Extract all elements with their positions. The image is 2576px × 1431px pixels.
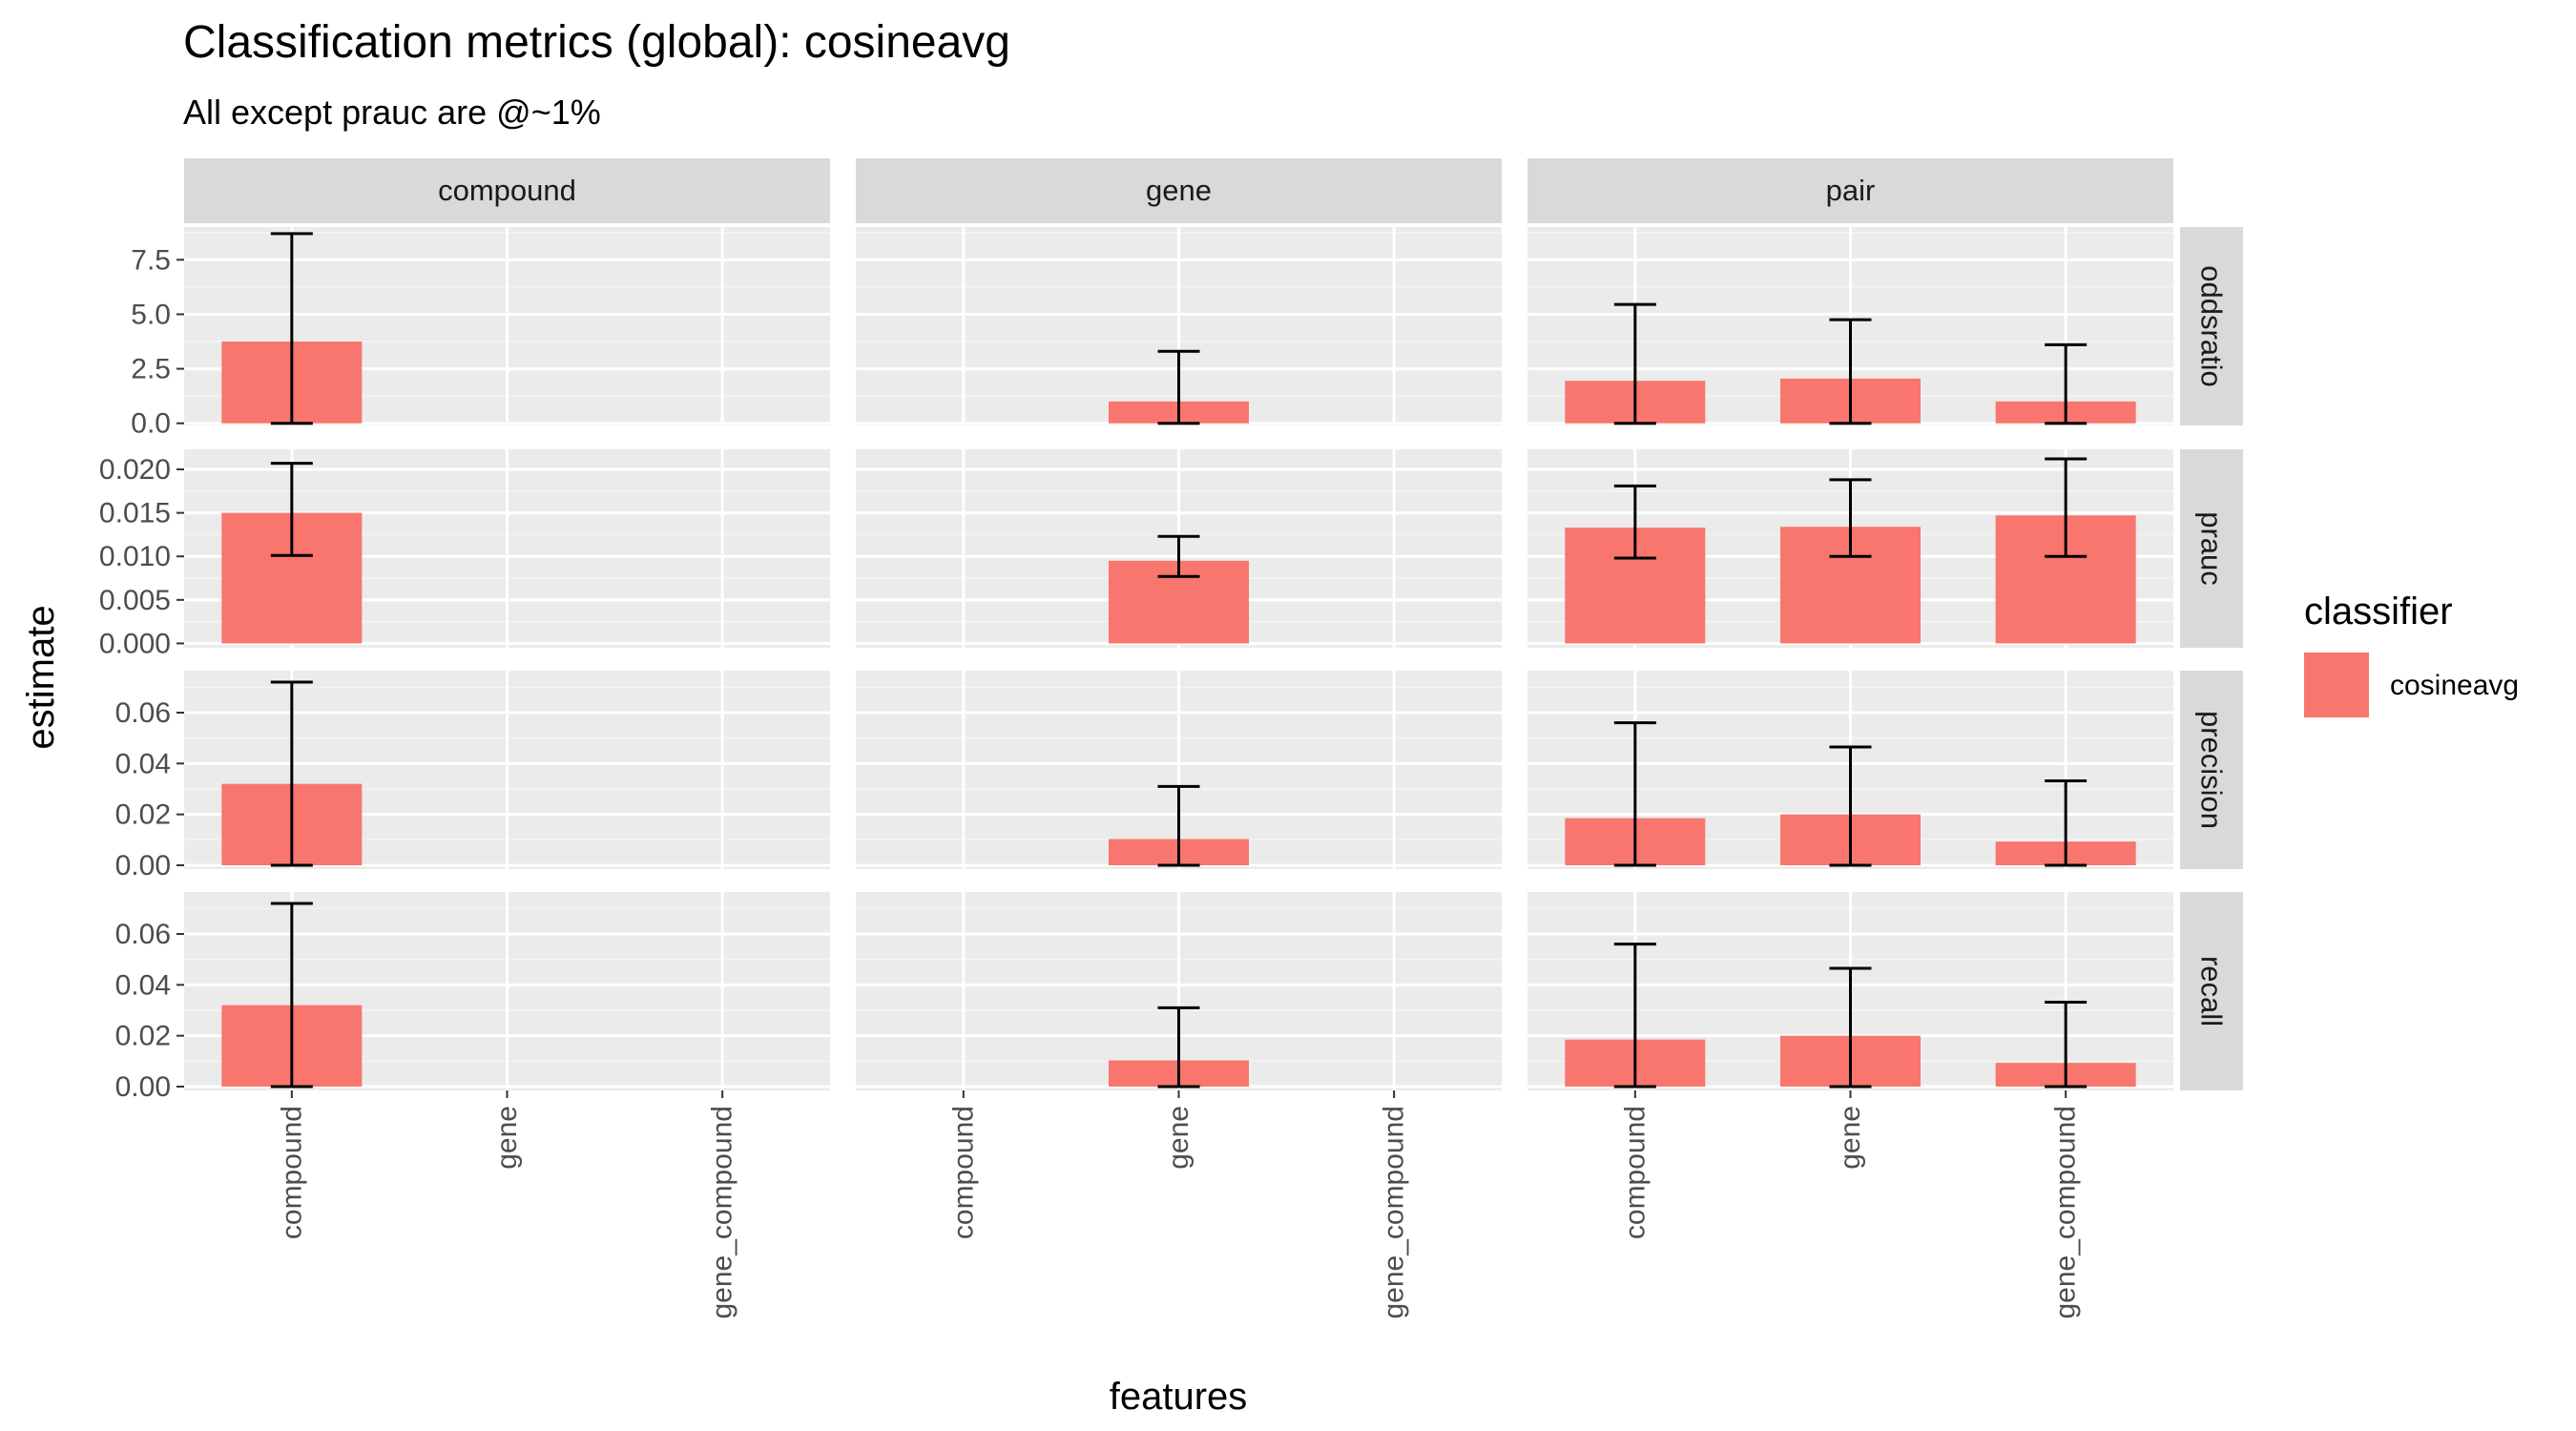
facet-strip-prauc [2180,449,2243,648]
x-tick-label: gene [1835,1106,1866,1170]
facet-grid: compound gene pair oddsratio 0.0 2.5 5.0 7.5 pra… [99,158,2243,1319]
panel-prauc-compound [184,449,830,648]
y-tick-label: 0.06 [115,697,171,729]
y-tick-label: 0.00 [115,850,171,881]
y-tick-label: 7.5 [131,244,171,276]
y-tick-label: 0.04 [115,969,171,1001]
y-tick-label: 0.020 [99,454,171,486]
y-axis-title: estimate [20,605,62,749]
chart-subtitle: All except prauc are @~1% [183,93,601,132]
facet-strip-gene [856,158,1502,223]
y-tick-label: 0.02 [115,1021,171,1052]
facet-strip-precision [2180,671,2243,869]
facet-strip-label: oddsratio [2195,265,2229,387]
y-tick-label: 2.5 [131,354,171,385]
legend: classifier cosineavg [2304,591,2519,717]
panel-precision-pair [1527,671,2173,869]
panel-oddsratio-compound [184,227,830,425]
x-tick-label: compound [276,1106,307,1239]
facet-strip-label: gene [1146,174,1212,207]
y-tick-label: 0.04 [115,748,171,779]
panel-oddsratio-gene [856,227,1502,425]
panel-recall-compound [184,892,830,1090]
facet-strip-label: pair [1826,174,1876,207]
facet-strip-pair [1527,158,2173,223]
x-tick-label: compound [1619,1106,1651,1239]
x-tick-label: gene_compound [1379,1106,1410,1319]
legend-swatch [2304,653,2369,717]
x-tick-label: compound [947,1106,979,1239]
panel-recall-pair [1527,892,2173,1090]
panel-precision-gene [856,671,1502,869]
panel-prauc-pair [1527,449,2173,648]
legend-label: cosineavg [2390,670,2519,701]
chart-title: Classification metrics (global): cosinea… [183,17,1010,68]
y-tick-label: 0.005 [99,585,171,616]
y-tick-label: 0.015 [99,498,171,529]
facet-strip-recall [2180,892,2243,1090]
x-tick-label: gene_compound [2050,1106,2082,1319]
facet-strip-label: prauc [2195,511,2229,586]
x-tick-label: gene_compound [707,1106,738,1319]
panel-precision-compound [184,671,830,869]
y-tick-label: 0.06 [115,919,171,950]
facet-strip-oddsratio [2180,227,2243,425]
facet-strip-label: precision [2195,711,2229,829]
panel-prauc-gene [856,449,1502,648]
facet-strip-label: compound [438,174,576,207]
y-tick-label: 0.00 [115,1071,171,1103]
y-tick-label: 0.0 [131,408,171,440]
legend-title: classifier [2304,591,2453,633]
y-tick-label: 0.000 [99,628,171,659]
facet-strip-compound [184,158,830,223]
y-tick-label: 0.02 [115,799,171,831]
x-tick-label: gene [491,1106,523,1170]
x-tick-label: gene [1163,1106,1195,1170]
facet-strip-label: recall [2195,956,2229,1027]
x-axis-title: features [1110,1376,1248,1418]
y-tick-label: 5.0 [131,299,171,330]
y-tick-label: 0.010 [99,541,171,572]
panel-recall-gene [856,892,1502,1090]
panel-oddsratio-pair [1527,227,2173,425]
